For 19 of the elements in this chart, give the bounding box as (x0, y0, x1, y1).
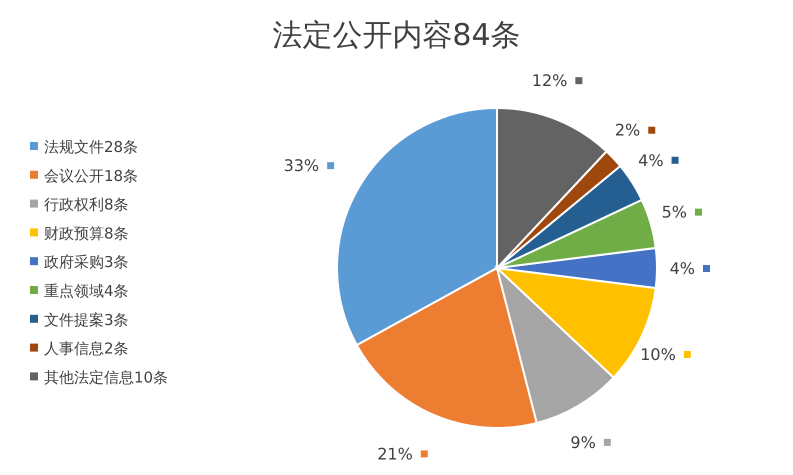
legend-label: 法规文件28条 (44, 138, 138, 156)
data-label: 12% (532, 71, 568, 90)
legend-label: 会议公开18条 (44, 166, 138, 185)
data-label: 4% (638, 150, 664, 170)
legend-label: 行政权利8条 (44, 196, 129, 214)
data-label: 9% (570, 432, 596, 452)
legend-label: 文件提案3条 (44, 310, 129, 329)
data-label: 5% (662, 202, 687, 222)
legend-label: 人事信息2条 (44, 340, 129, 358)
legend-label: 政府采购3条 (44, 253, 129, 272)
data-label: 21% (377, 444, 413, 464)
chart-title: 法定公开内容84条 (272, 18, 521, 53)
legend-label: 财政预算8条 (44, 224, 129, 242)
data-label: 33% (284, 156, 320, 176)
legend-label: 其他法定信息10条 (44, 368, 168, 386)
data-label: 4% (670, 259, 695, 278)
data-label: 2% (614, 120, 640, 140)
data-label: 10% (640, 345, 676, 364)
legend-label: 重点领域4条 (44, 282, 129, 300)
